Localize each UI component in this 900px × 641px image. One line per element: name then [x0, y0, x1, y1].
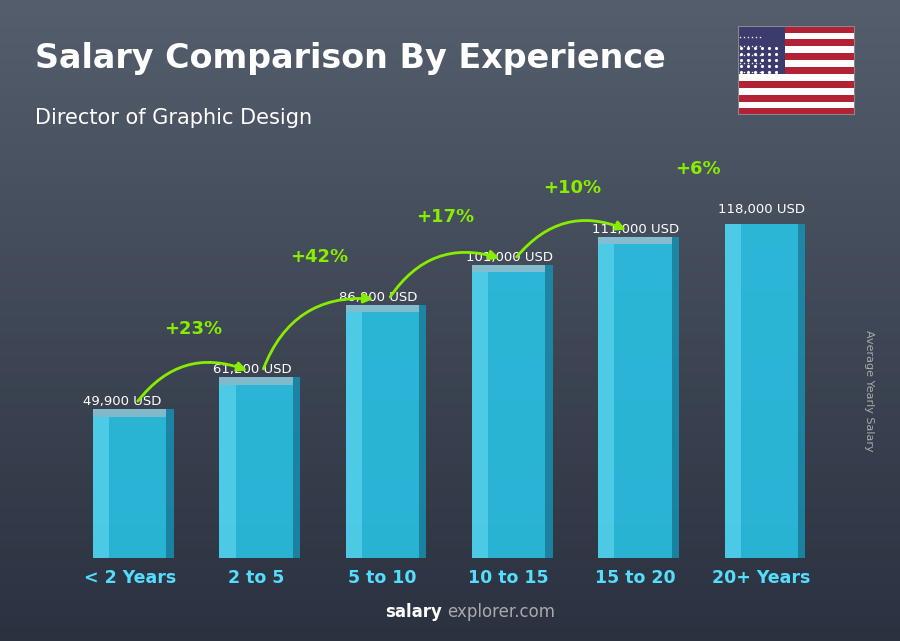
- Bar: [738, 53, 855, 60]
- Bar: [738, 33, 855, 40]
- Text: 86,800 USD: 86,800 USD: [339, 291, 418, 304]
- Text: +23%: +23%: [164, 320, 222, 338]
- FancyBboxPatch shape: [724, 224, 798, 558]
- Bar: [738, 74, 855, 81]
- Bar: [738, 26, 855, 33]
- Bar: [472, 272, 488, 558]
- Text: 61,200 USD: 61,200 USD: [213, 363, 292, 376]
- Text: explorer.com: explorer.com: [447, 603, 555, 621]
- Text: 111,000 USD: 111,000 USD: [592, 223, 680, 236]
- Bar: [419, 305, 427, 558]
- Bar: [598, 244, 615, 558]
- FancyBboxPatch shape: [472, 272, 545, 558]
- Text: Average Yearly Salary: Average Yearly Salary: [863, 330, 874, 452]
- Bar: [724, 217, 798, 224]
- Bar: [738, 46, 855, 53]
- Text: 118,000 USD: 118,000 USD: [718, 203, 806, 216]
- Bar: [94, 410, 166, 417]
- Text: Director of Graphic Design: Director of Graphic Design: [34, 108, 311, 128]
- Bar: [738, 108, 855, 115]
- Bar: [724, 224, 741, 558]
- Bar: [545, 265, 553, 558]
- Bar: [166, 410, 174, 558]
- Bar: [472, 265, 545, 272]
- Bar: [738, 60, 855, 67]
- Bar: [292, 378, 300, 558]
- Text: salary: salary: [385, 603, 442, 621]
- FancyBboxPatch shape: [94, 417, 166, 558]
- Bar: [220, 385, 236, 558]
- Bar: [346, 305, 419, 312]
- Text: +17%: +17%: [417, 208, 474, 226]
- FancyBboxPatch shape: [598, 244, 671, 558]
- Text: +6%: +6%: [675, 160, 721, 178]
- Bar: [671, 237, 679, 558]
- Bar: [738, 101, 855, 108]
- Text: +10%: +10%: [543, 179, 601, 197]
- Bar: [94, 417, 109, 558]
- Bar: [738, 26, 785, 74]
- Bar: [738, 81, 855, 88]
- Bar: [346, 312, 362, 558]
- Bar: [598, 237, 671, 244]
- Text: 101,000 USD: 101,000 USD: [465, 251, 553, 264]
- Bar: [220, 378, 292, 385]
- Text: Salary Comparison By Experience: Salary Comparison By Experience: [34, 42, 665, 75]
- Bar: [738, 88, 855, 95]
- Bar: [738, 40, 855, 46]
- Bar: [798, 217, 806, 558]
- Bar: [738, 95, 855, 101]
- FancyBboxPatch shape: [220, 385, 292, 558]
- Text: 49,900 USD: 49,900 USD: [83, 395, 161, 408]
- Text: +42%: +42%: [290, 248, 348, 266]
- Bar: [738, 67, 855, 74]
- FancyBboxPatch shape: [346, 312, 419, 558]
